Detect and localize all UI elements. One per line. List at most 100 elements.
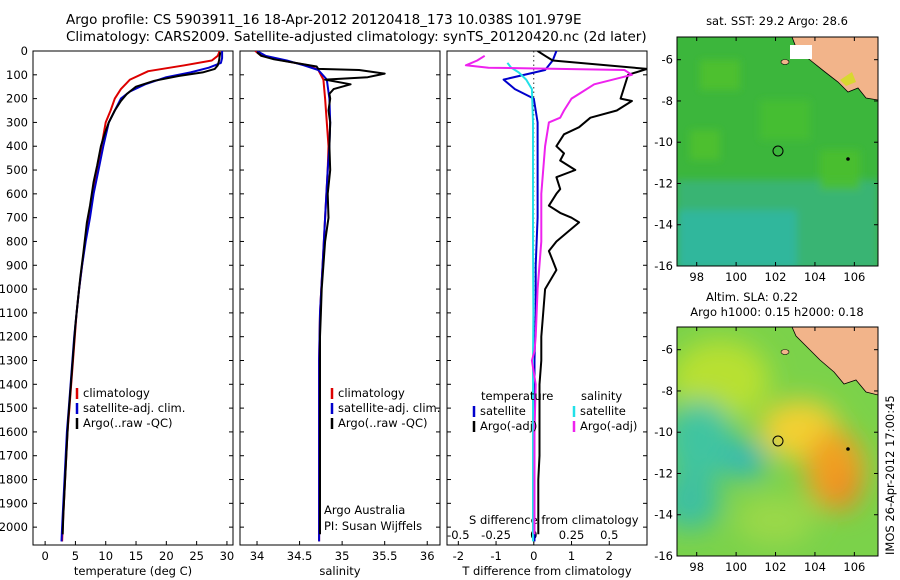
legend-label: satellite (480, 404, 526, 418)
island (780, 59, 790, 65)
plot-frame (239, 50, 441, 546)
secondary-x-tick-label: -0.5 (447, 528, 469, 542)
x-tick-label: 15 (129, 549, 144, 563)
y-tick-label: 1900 (0, 496, 28, 510)
x-tick-label: 35 (335, 549, 350, 563)
plot-frame (32, 50, 234, 546)
argo-location-marker (772, 145, 784, 157)
series-group (60, 51, 224, 542)
x-axis-label: T difference from climatology (461, 564, 632, 578)
y-tick-label: 100 (6, 68, 28, 82)
plot-frame (446, 50, 648, 546)
x-tick-label: 20 (159, 549, 174, 563)
y-tick-label: 500 (6, 163, 28, 177)
y-tick-label: -8 (662, 94, 673, 108)
legend-title: salinity (581, 389, 622, 403)
x-axis-label: temperature (deg C) (74, 564, 192, 578)
annotation-text: PI: Susan Wijffels (324, 519, 422, 533)
x-tick-label: 34.5 (287, 549, 313, 563)
salinity-profile-panel: 34 34.5 35 35.5 36 salinity climatologysatelli… (239, 50, 441, 578)
x-tick-label: 100 (725, 560, 747, 574)
legend-title: temperature (481, 389, 553, 403)
x-tick-label: 98 (689, 560, 704, 574)
secondary-x-tick-label: -0.25 (481, 528, 511, 542)
y-tick-label: 800 (6, 234, 28, 248)
x-tick-label: 5 (72, 549, 79, 563)
secondary-x-tick-label: 0.25 (559, 528, 585, 542)
sla-map-title: Altim. SLA: 0.22 (706, 290, 798, 304)
x-tick-label: 30 (220, 549, 235, 563)
x-tick-label: 106 (843, 270, 865, 284)
sla-map-ticks: 98 100 102 104 106 -6 -8 -10 -12 -14 -16 (654, 327, 878, 574)
series-line (61, 52, 222, 535)
sla-map-panel: Altim. SLA: 0.22 Argo h1000: 0.15 h2000:… (654, 290, 879, 574)
x-tick-label: 102 (765, 560, 787, 574)
y-tick-label: 600 (6, 187, 28, 201)
x-tick-label: 100 (725, 270, 747, 284)
legend-label: satellite-adj. clim. (338, 401, 440, 415)
x-tick-label: 102 (765, 270, 787, 284)
x-tick-label: 98 (689, 270, 704, 284)
series-group (464, 51, 647, 542)
y-tick-label: -16 (654, 259, 673, 273)
imos-stamp: IMOS 26-Apr-2012 17:00:45 (883, 395, 897, 555)
x-tick-label: 10 (98, 549, 113, 563)
y-tick-label: 1600 (0, 425, 28, 439)
y-tick-label: 1800 (0, 473, 28, 487)
y-tick-label: 200 (6, 92, 28, 106)
x-tick-label: 0 (41, 549, 48, 563)
y-tick-label: 2000 (0, 520, 28, 534)
y-tick-label: -16 (654, 549, 673, 563)
y-tick-label: -10 (654, 135, 673, 149)
y-tick-label: 1700 (0, 449, 28, 463)
legend-label: Argo(-adj) (480, 419, 537, 433)
secondary-x-tick-label: 0.5 (600, 528, 618, 542)
y-tick-label: -8 (662, 384, 673, 398)
sst-map-panel: sat. SST: 29.2 Argo: 28.6 98 100 102 104 106… (654, 14, 879, 284)
y-tick-label: 1500 (0, 401, 28, 415)
secondary-x-axis-label: S difference from climatology (469, 513, 639, 527)
series-line (537, 51, 647, 535)
difference-profile-panel: -2 -1 0 1 2T difference from climatology S di… (446, 50, 648, 578)
x-tick-label: 34 (250, 549, 265, 563)
legend-label: climatology (83, 386, 150, 400)
x-tick-label: -1 (490, 549, 501, 563)
x-tick-label: 2 (606, 549, 613, 563)
sla-field-variation (677, 340, 865, 545)
legend-label: climatology (338, 386, 405, 400)
x-tick-label: 1 (568, 549, 575, 563)
island (846, 157, 850, 161)
legend-label: satellite (580, 404, 626, 418)
temperature-profile-panel: 0100200300400500600700800900100011001200… (0, 44, 234, 578)
sla-map-subtitle: Argo h1000: 0.15 h2000: 0.18 (690, 305, 863, 319)
x-tick-label: 106 (843, 560, 865, 574)
y-tick-label: -10 (654, 425, 673, 439)
argo-location-marker (772, 435, 784, 447)
y-tick-label: 400 (6, 139, 28, 153)
x-tick-label: 36 (420, 549, 435, 563)
x-tick-label: 0 (530, 549, 537, 563)
y-tick-label: 1300 (0, 353, 28, 367)
y-tick-label: -12 (654, 466, 673, 480)
y-tick-label: 1400 (0, 377, 28, 391)
y-tick-label: 0 (21, 44, 28, 58)
y-tick-label: -6 (662, 53, 673, 67)
header-line-2: Climatology: CARS2009. Satellite-adjuste… (66, 29, 647, 45)
y-tick-label: -6 (662, 343, 673, 357)
sst-map-frame (676, 36, 879, 267)
y-tick-label: 1100 (0, 306, 28, 320)
sst-map-ticks: 98 100 102 104 106 -6 -8 -10 -12 -14 -16 (654, 37, 878, 284)
y-tick-label: -14 (654, 218, 673, 232)
x-tick-label: 104 (804, 560, 826, 574)
land-mass (791, 327, 878, 396)
series-line (506, 62, 535, 542)
sst-field-variation (677, 60, 878, 266)
x-tick-label: 35.5 (372, 549, 398, 563)
y-tick-label: -14 (654, 508, 673, 522)
legend-label: Argo(..raw -QC) (83, 416, 173, 430)
legend-label: satellite-adj. clim. (83, 401, 185, 415)
missing-data-patch (790, 45, 812, 59)
legend-label: Argo(..raw -QC) (338, 416, 428, 430)
y-tick-label: -12 (654, 176, 673, 190)
